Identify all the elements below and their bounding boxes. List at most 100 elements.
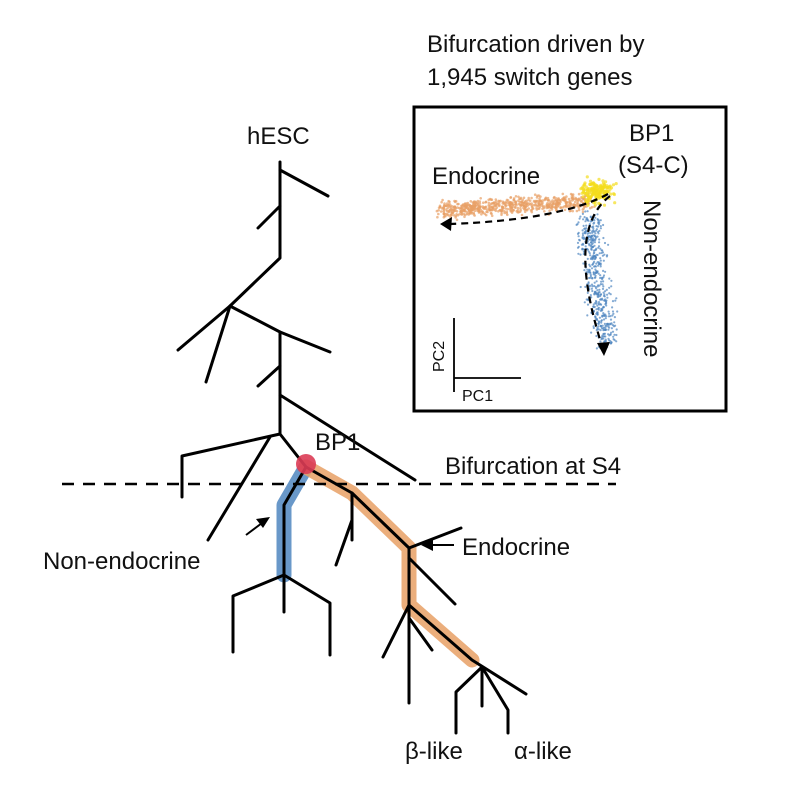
cell-point (593, 293, 596, 296)
cell-point (586, 291, 589, 294)
cell-point (605, 288, 608, 291)
cell-point (615, 340, 618, 343)
cell-point (592, 222, 595, 225)
cell-point (593, 230, 596, 233)
cell-point (492, 201, 495, 205)
cell-point (590, 287, 594, 290)
cell-point (611, 306, 614, 309)
cell-point (531, 207, 535, 210)
cell-point (600, 307, 603, 310)
cell-point (509, 201, 513, 204)
cell-point (587, 194, 591, 198)
cell-point (584, 198, 588, 202)
cell-point (513, 205, 517, 209)
cell-point (611, 324, 615, 327)
cell-point (599, 265, 602, 268)
cell-point (592, 303, 595, 306)
cell-point (585, 216, 588, 220)
cell-point (585, 227, 588, 230)
cell-point (589, 275, 593, 278)
cell-point (602, 306, 605, 309)
cell-point (490, 214, 494, 218)
cell-point (578, 238, 581, 241)
cell-point (501, 209, 504, 212)
cell-point (573, 203, 577, 207)
cell-point (581, 185, 585, 189)
cell-point (484, 201, 488, 204)
cell-point (544, 196, 548, 200)
cell-point (454, 216, 457, 219)
arrowhead-icon (597, 342, 610, 356)
cell-point (586, 303, 590, 306)
bifurcation-label: Bifurcation at S4 (445, 453, 621, 480)
cell-point (609, 293, 612, 296)
cell-point (591, 231, 594, 234)
cell-point (599, 183, 603, 187)
cell-point (605, 324, 608, 327)
inset-endocrine-label: Endocrine (432, 163, 540, 190)
cell-point (595, 312, 598, 315)
cell-point (460, 212, 463, 216)
cell-point (615, 328, 618, 331)
cell-point (468, 203, 472, 207)
cell-point (443, 202, 446, 205)
cell-point (490, 208, 494, 212)
cell-point (579, 187, 583, 191)
cell-point (601, 179, 605, 183)
cell-point (597, 246, 600, 249)
tree-branch (278, 330, 332, 354)
tree-branch (407, 556, 457, 606)
tree-branch (381, 603, 411, 659)
cell-point (592, 225, 595, 228)
cell-point (514, 201, 518, 204)
cell-point (591, 181, 595, 185)
cell-point (594, 290, 597, 293)
cell-point (482, 207, 486, 210)
cell-point (589, 265, 592, 268)
cell-point (476, 199, 480, 203)
cell-point (577, 204, 580, 208)
cell-point (610, 331, 613, 334)
tree-branch (334, 518, 354, 567)
cell-point (595, 253, 598, 256)
cell-point (602, 269, 605, 272)
non-endocrine-trajectory (584, 195, 611, 347)
cell-point (603, 253, 606, 256)
cell-point (436, 215, 439, 219)
cell-point (593, 249, 597, 252)
cell-point (581, 212, 585, 215)
cell-point (522, 204, 526, 207)
cell-point (519, 207, 522, 210)
cell-point (596, 295, 599, 298)
cell-point (450, 212, 453, 216)
cell-point (596, 225, 600, 228)
cell-point (561, 206, 565, 209)
cell-point (579, 285, 582, 289)
cell-point (592, 252, 596, 255)
cell-point (607, 310, 610, 313)
cell-point (599, 276, 602, 280)
cell-point (593, 305, 596, 308)
cell-point (609, 322, 612, 325)
cell-point (597, 301, 601, 304)
cell-point (603, 293, 606, 296)
cell-point (589, 294, 592, 297)
cell-point (602, 335, 605, 338)
cell-point (583, 216, 586, 219)
cell-point (607, 243, 610, 246)
cell-point (453, 200, 457, 204)
cell-point (537, 194, 541, 197)
cell-point (598, 288, 601, 291)
cell-point (595, 191, 600, 196)
cell-point (516, 206, 520, 210)
cell-point (582, 262, 585, 265)
cell-point (532, 203, 536, 207)
cell-point (447, 214, 451, 217)
arrowhead-icon (421, 539, 433, 551)
lineage-highlights (276, 459, 480, 668)
cell-point (437, 212, 440, 216)
cell-point (467, 211, 471, 215)
cell-point (588, 179, 593, 183)
cell-point (615, 297, 618, 300)
cell-point (533, 193, 537, 196)
